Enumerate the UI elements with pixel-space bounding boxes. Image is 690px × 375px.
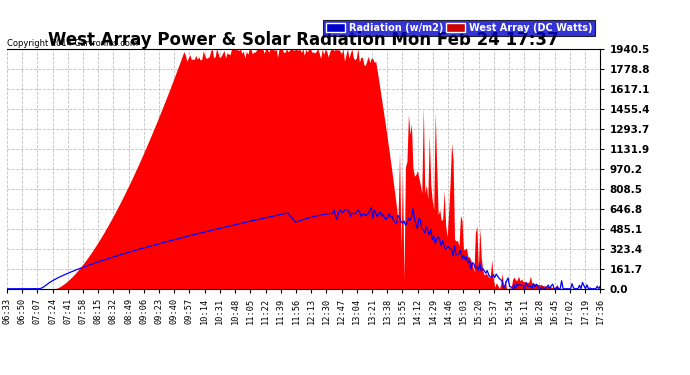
Title: West Array Power & Solar Radiation Mon Feb 24 17:37: West Array Power & Solar Radiation Mon F… bbox=[48, 31, 559, 49]
Text: Copyright 2014 Cartronics.com: Copyright 2014 Cartronics.com bbox=[7, 39, 138, 48]
Legend: Radiation (w/m2), West Array (DC Watts): Radiation (w/m2), West Array (DC Watts) bbox=[323, 20, 595, 36]
